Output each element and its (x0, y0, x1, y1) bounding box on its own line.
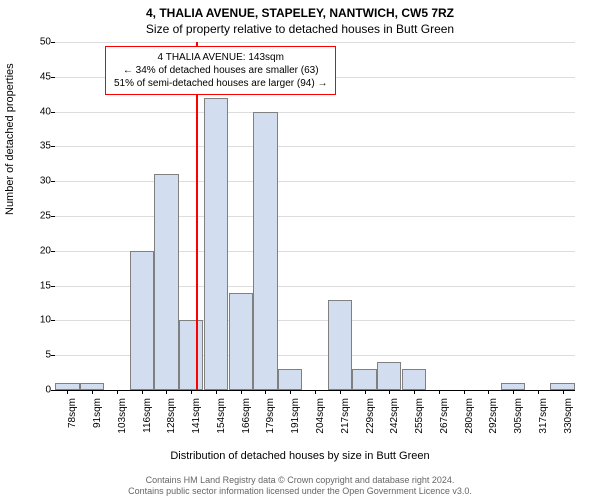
histogram-bar (229, 293, 253, 390)
chart-footer: Contains HM Land Registry data © Crown c… (0, 475, 600, 498)
x-tick-mark (241, 390, 242, 394)
y-tick-mark (51, 355, 55, 356)
x-tick-label: 204sqm (315, 398, 326, 446)
x-tick-mark (265, 390, 266, 394)
x-tick-label: 229sqm (365, 398, 376, 446)
y-tick-label: 35 (27, 141, 51, 152)
x-tick-mark (216, 390, 217, 394)
grid-line (55, 216, 575, 217)
plot-area: 0510152025303540455078sqm91sqm103sqm116s… (55, 42, 575, 391)
x-tick-mark (389, 390, 390, 394)
annotation-line1: 4 THALIA AVENUE: 143sqm (114, 51, 327, 64)
grid-line (55, 42, 575, 43)
histogram-bar (328, 300, 352, 390)
y-tick-mark (51, 320, 55, 321)
y-tick-label: 25 (27, 211, 51, 222)
x-tick-label: 91sqm (92, 398, 103, 446)
histogram-bar (55, 383, 79, 390)
y-tick-mark (51, 77, 55, 78)
x-tick-label: 103sqm (117, 398, 128, 446)
x-tick-mark (315, 390, 316, 394)
x-tick-label: 78sqm (67, 398, 78, 446)
x-tick-label: 179sqm (265, 398, 276, 446)
x-tick-label: 154sqm (216, 398, 227, 446)
x-tick-label: 330sqm (563, 398, 574, 446)
y-axis-label: Number of detached properties (4, 63, 16, 215)
histogram-bar (550, 383, 574, 390)
histogram-bar (154, 174, 178, 390)
x-tick-mark (439, 390, 440, 394)
y-tick-label: 20 (27, 245, 51, 256)
x-tick-label: 217sqm (340, 398, 351, 446)
x-tick-label: 166sqm (241, 398, 252, 446)
chart-title-address: 4, THALIA AVENUE, STAPELEY, NANTWICH, CW… (0, 0, 600, 20)
histogram-bar (278, 369, 302, 390)
y-tick-mark (51, 216, 55, 217)
x-tick-mark (166, 390, 167, 394)
histogram-bar (352, 369, 376, 390)
x-tick-mark (488, 390, 489, 394)
histogram-bar (80, 383, 104, 390)
y-tick-label: 45 (27, 71, 51, 82)
x-tick-label: 255sqm (414, 398, 425, 446)
x-tick-label: 305sqm (513, 398, 524, 446)
y-tick-mark (51, 42, 55, 43)
x-tick-mark (365, 390, 366, 394)
y-tick-label: 15 (27, 280, 51, 291)
x-tick-mark (290, 390, 291, 394)
y-tick-label: 0 (27, 385, 51, 396)
y-tick-mark (51, 181, 55, 182)
x-tick-mark (414, 390, 415, 394)
x-tick-mark (117, 390, 118, 394)
histogram-bar (377, 362, 401, 390)
grid-line (55, 146, 575, 147)
annotation-line2: ← 34% of detached houses are smaller (63… (114, 64, 327, 77)
y-tick-mark (51, 390, 55, 391)
x-tick-label: 128sqm (166, 398, 177, 446)
x-tick-label: 292sqm (488, 398, 499, 446)
x-tick-mark (513, 390, 514, 394)
y-tick-mark (51, 286, 55, 287)
histogram-bar (253, 112, 277, 390)
x-tick-mark (340, 390, 341, 394)
x-tick-mark (464, 390, 465, 394)
y-tick-mark (51, 112, 55, 113)
x-tick-mark (563, 390, 564, 394)
footer-line1: Contains HM Land Registry data © Crown c… (0, 475, 600, 487)
y-tick-label: 10 (27, 315, 51, 326)
histogram-bar (402, 369, 426, 390)
y-tick-label: 50 (27, 37, 51, 48)
x-tick-label: 280sqm (464, 398, 475, 446)
x-tick-mark (142, 390, 143, 394)
y-tick-label: 30 (27, 176, 51, 187)
grid-line (55, 112, 575, 113)
histogram-bar (130, 251, 154, 390)
y-tick-label: 40 (27, 106, 51, 117)
y-tick-mark (51, 146, 55, 147)
y-tick-mark (51, 251, 55, 252)
chart-subtitle: Size of property relative to detached ho… (0, 20, 600, 36)
x-tick-mark (538, 390, 539, 394)
chart-container: 4, THALIA AVENUE, STAPELEY, NANTWICH, CW… (0, 0, 600, 500)
x-tick-label: 317sqm (538, 398, 549, 446)
histogram-bar (179, 320, 203, 390)
x-axis-label: Distribution of detached houses by size … (0, 450, 600, 462)
histogram-bar (501, 383, 525, 390)
x-tick-label: 116sqm (142, 398, 153, 446)
x-tick-label: 141sqm (191, 398, 202, 446)
y-tick-label: 5 (27, 350, 51, 361)
grid-line (55, 181, 575, 182)
x-tick-mark (92, 390, 93, 394)
x-tick-label: 191sqm (290, 398, 301, 446)
x-tick-label: 267sqm (439, 398, 450, 446)
x-tick-mark (67, 390, 68, 394)
x-tick-label: 242sqm (389, 398, 400, 446)
annotation-line3: 51% of semi-detached houses are larger (… (114, 77, 327, 90)
annotation-box: 4 THALIA AVENUE: 143sqm ← 34% of detache… (105, 46, 336, 95)
histogram-bar (204, 98, 228, 390)
x-tick-mark (191, 390, 192, 394)
footer-line2: Contains public sector information licen… (0, 486, 600, 498)
